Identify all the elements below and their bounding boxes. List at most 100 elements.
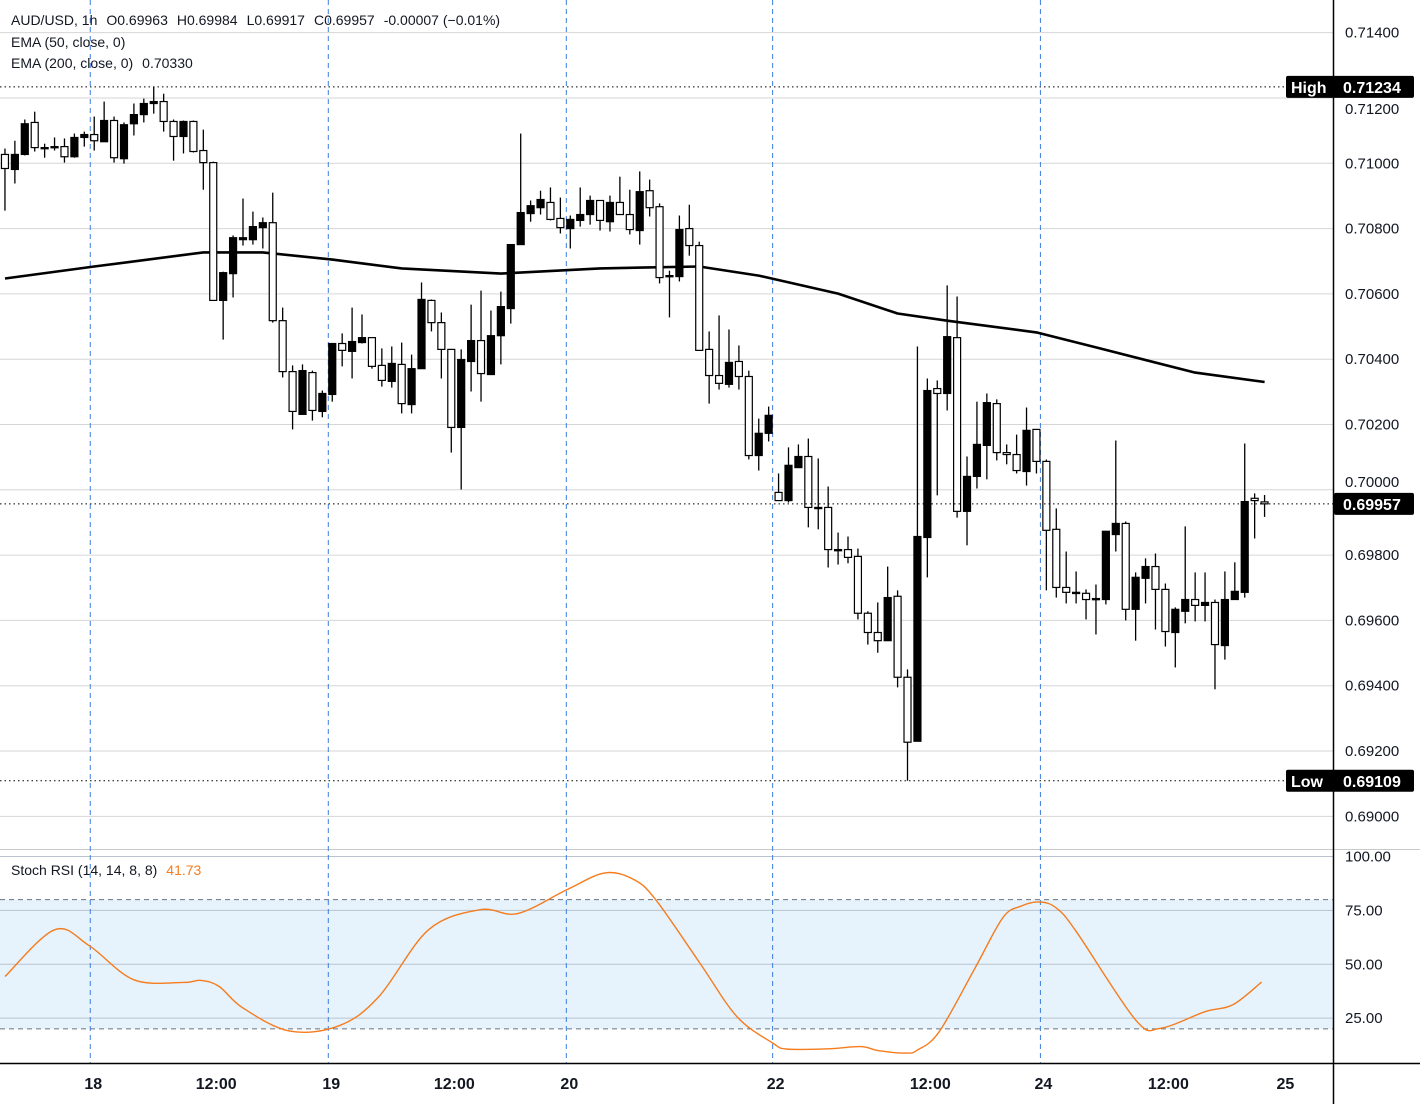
candle-body xyxy=(784,464,793,502)
candle-body xyxy=(923,389,932,539)
candle-body xyxy=(506,243,515,310)
candle-body xyxy=(30,121,39,149)
candle-body xyxy=(357,337,367,344)
candle xyxy=(913,346,922,742)
candle xyxy=(685,204,694,256)
candle-body xyxy=(248,226,258,241)
candle xyxy=(1042,459,1051,591)
ema50-label: EMA (50, close, 0) xyxy=(11,34,126,50)
candle xyxy=(1062,551,1071,604)
candle xyxy=(328,342,337,402)
candle-body xyxy=(179,120,188,138)
candle xyxy=(268,192,277,323)
candle-body xyxy=(853,555,863,614)
candle xyxy=(338,333,347,367)
candle-body xyxy=(1171,608,1180,634)
candle-body xyxy=(427,299,436,324)
candle xyxy=(943,285,952,411)
candle-body xyxy=(576,213,585,222)
candle xyxy=(476,290,486,402)
candle xyxy=(50,137,59,151)
candle-body xyxy=(972,443,982,478)
candle-body xyxy=(883,596,892,642)
time-tick-label: 19 xyxy=(322,1076,340,1093)
candle-body xyxy=(467,339,476,363)
candle xyxy=(1141,558,1150,604)
candle xyxy=(457,349,466,490)
candle-body xyxy=(933,387,942,395)
low-price-value: 0.69109 xyxy=(1343,774,1401,791)
candle xyxy=(467,304,476,392)
candle xyxy=(1072,571,1081,604)
stoch-rsi-legend[interactable]: Stoch RSI (14, 14, 8, 8) 41.73 xyxy=(11,862,201,878)
ema200-legend[interactable]: EMA (200, close, 0) 0.70330 xyxy=(11,55,193,71)
stoch-tick-label: 75.00 xyxy=(1345,902,1383,919)
time-tick-label: 12:00 xyxy=(196,1076,237,1093)
candle xyxy=(1181,526,1190,624)
candle-body xyxy=(824,506,833,551)
candle-body xyxy=(1240,500,1249,593)
candle xyxy=(1191,572,1200,622)
candle-body xyxy=(328,342,337,396)
candle xyxy=(744,370,753,460)
candle-body xyxy=(199,149,208,164)
stoch-rsi-label: Stoch RSI (14, 14, 8, 8) xyxy=(11,862,158,878)
candle xyxy=(100,101,109,143)
candle-body xyxy=(685,227,694,247)
candle-body xyxy=(50,146,59,149)
candle-body xyxy=(486,335,496,376)
candle-body xyxy=(1191,598,1200,607)
candle-body xyxy=(298,370,307,415)
candle-body xyxy=(238,237,248,241)
candle xyxy=(367,337,377,369)
candle xyxy=(774,473,783,502)
candle xyxy=(60,138,69,163)
candle-body xyxy=(189,120,198,153)
candle xyxy=(516,133,525,246)
candle-body xyxy=(734,360,744,378)
candle xyxy=(675,215,684,282)
candle-body xyxy=(1032,428,1041,462)
candle-body xyxy=(447,348,456,429)
candle xyxy=(853,548,863,620)
candle-body xyxy=(1042,460,1051,531)
candle xyxy=(873,602,882,653)
candle xyxy=(10,140,19,184)
candle xyxy=(833,532,843,565)
candle xyxy=(209,161,218,302)
candle-body xyxy=(149,100,158,105)
candle-body xyxy=(675,228,684,278)
candle xyxy=(863,611,872,645)
candle xyxy=(1101,530,1110,605)
candle xyxy=(228,235,238,298)
candle-body xyxy=(397,363,406,405)
ema50-legend[interactable]: EMA (50, close, 0) xyxy=(11,34,125,50)
candle-body xyxy=(695,244,704,351)
candle-body xyxy=(278,320,287,373)
price-tick-label: 0.69600 xyxy=(1345,612,1399,629)
candle-body xyxy=(893,595,902,678)
candle xyxy=(903,669,912,781)
candle xyxy=(556,197,565,234)
candle xyxy=(665,270,674,318)
candle xyxy=(1012,434,1021,474)
candle xyxy=(1230,562,1239,601)
low-label: Low xyxy=(1291,774,1324,791)
candle-body xyxy=(863,612,872,634)
low-price-box xyxy=(1286,769,1414,792)
candle xyxy=(357,314,367,344)
candle xyxy=(496,291,505,365)
candle xyxy=(566,215,575,249)
candle xyxy=(258,217,267,249)
candle xyxy=(1131,572,1140,641)
candle xyxy=(437,312,446,379)
candle xyxy=(992,399,1001,461)
candle xyxy=(784,447,793,503)
candle xyxy=(129,103,138,136)
candle-body xyxy=(526,205,535,215)
price-tick-label: 0.69400 xyxy=(1345,678,1399,695)
candle xyxy=(70,133,79,158)
candle-body xyxy=(615,201,624,216)
candle-body xyxy=(516,211,525,246)
